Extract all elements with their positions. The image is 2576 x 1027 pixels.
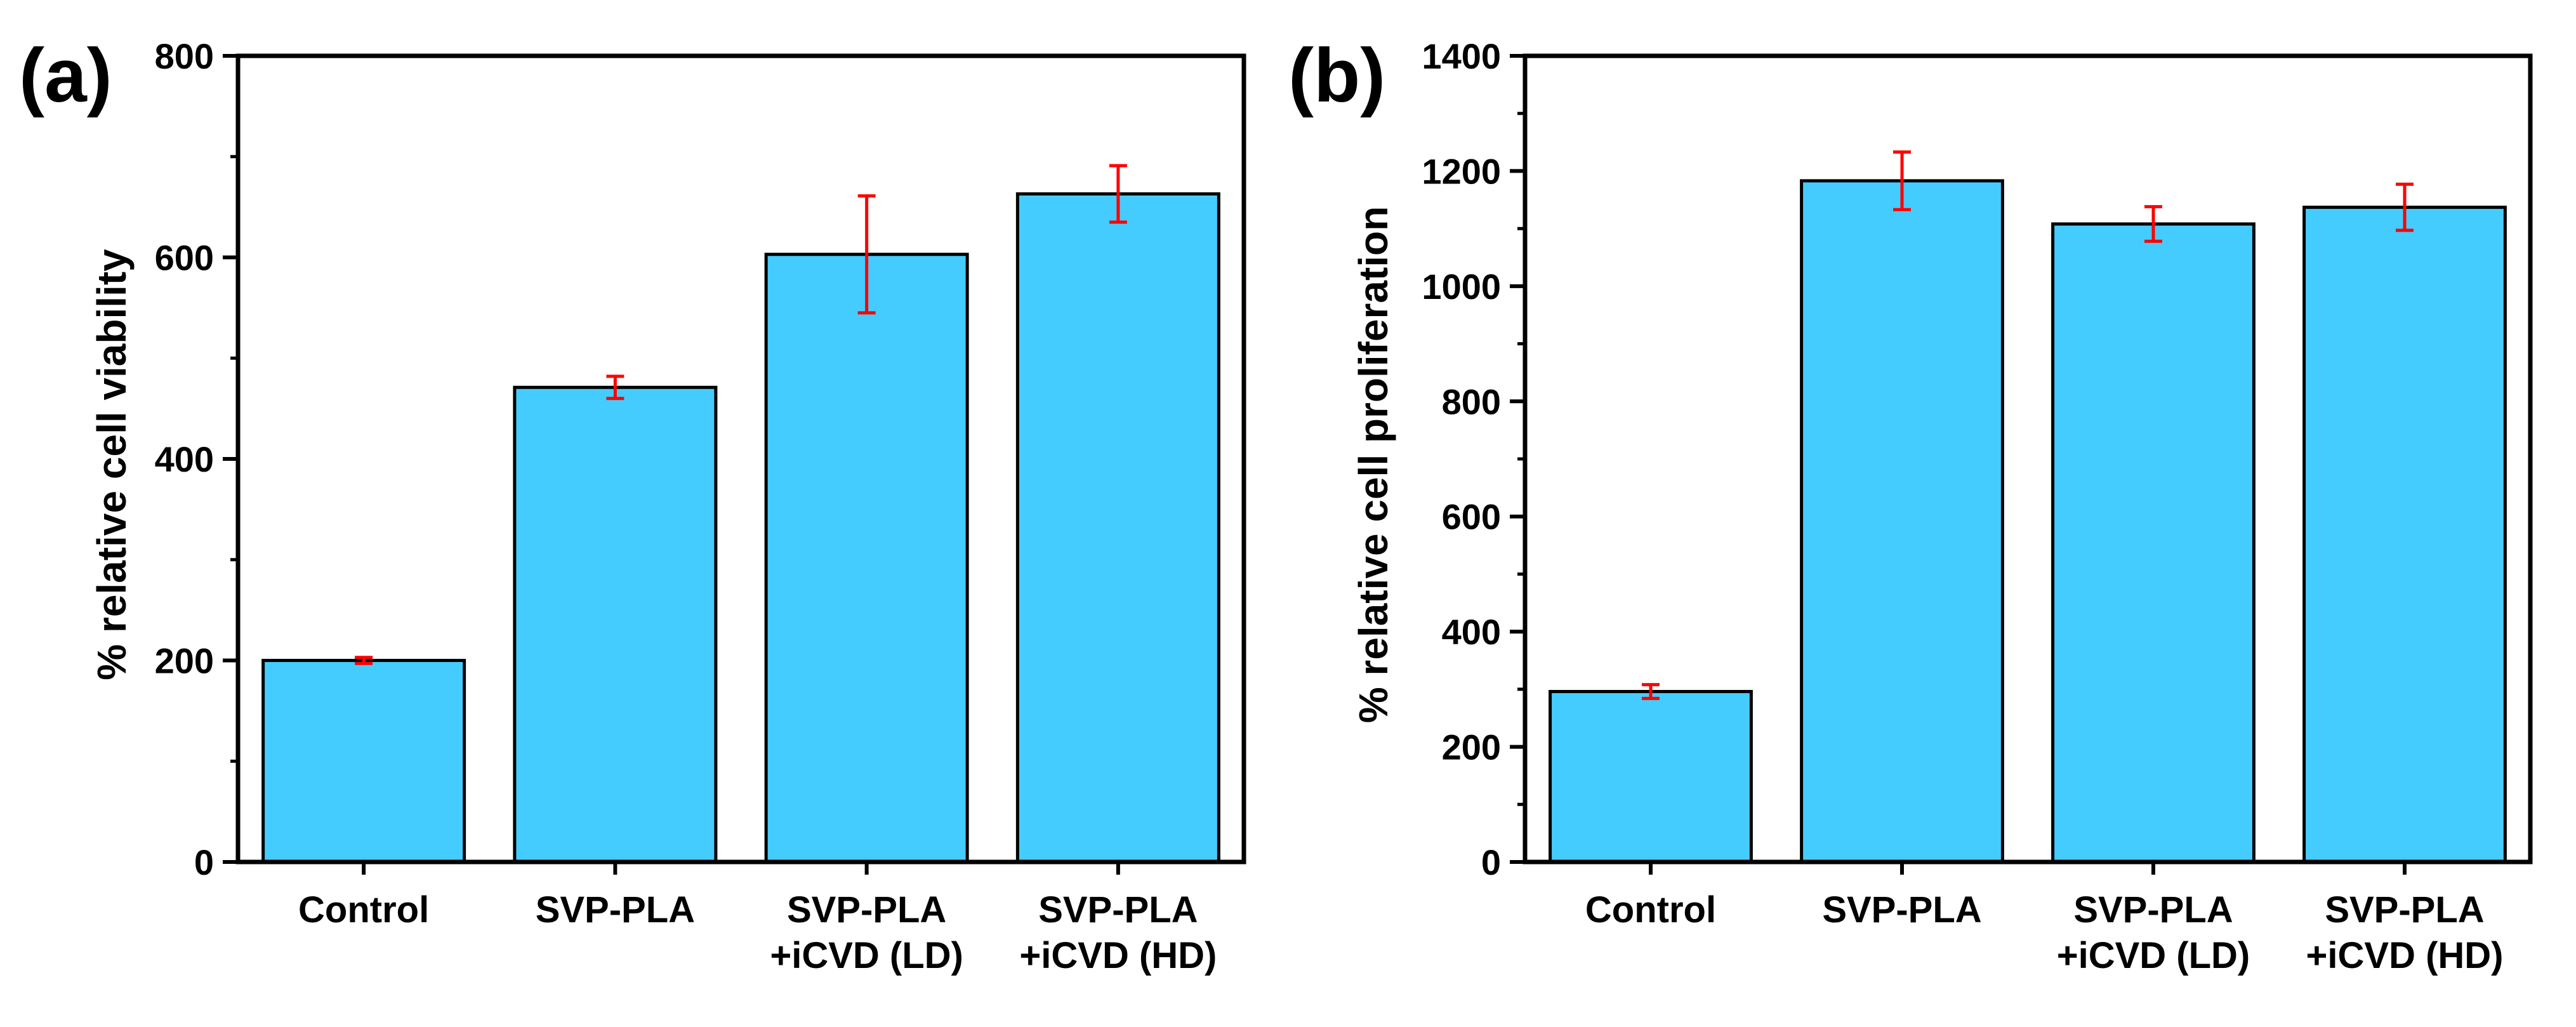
error-bar-a-2: [857, 194, 876, 315]
error-bar-a-3: [1109, 164, 1127, 224]
bar-a-1: [513, 385, 718, 864]
bar-a-0: [261, 659, 466, 864]
panel-b-cell-proliferation-chart: (b) % relative cell proliferation 0 200 40…: [1288, 33, 2533, 976]
y-axis-title-a: % relative cell viability: [89, 249, 135, 680]
error-bar-a-0: [355, 656, 373, 665]
error-bar-b-3: [2396, 182, 2414, 232]
bar-b-3: [2302, 206, 2507, 864]
bar-b-0: [1549, 689, 1753, 864]
x-category-label-b-3-line-1: +iCVD (HD): [2306, 935, 2504, 976]
y-tick-label-a-1: 200: [155, 641, 214, 681]
y-tick-label-b-5: 1000: [1422, 267, 1501, 307]
panel-label-a: (a): [19, 33, 112, 118]
x-category-label-b-3-line-0: SVP-PLA: [2325, 889, 2484, 931]
y-tick-label-b-2: 400: [1442, 612, 1501, 652]
bar-a-3: [1015, 192, 1220, 864]
x-category-label-a-1: SVP-PLA: [536, 889, 695, 931]
bar-b-2: [2051, 222, 2256, 864]
y-tick-label-a-0: 0: [194, 842, 214, 882]
y-tick-label-a-3: 600: [155, 238, 214, 278]
y-tick-label-b-7: 1400: [1422, 36, 1501, 76]
y-tick-label-b-6: 1200: [1422, 151, 1501, 191]
x-category-label-a-2-line-0: SVP-PLA: [787, 889, 946, 931]
y-tick-label-a-4: 800: [155, 36, 214, 76]
y-tick-label-b-3: 600: [1442, 497, 1501, 537]
x-category-label-a-3-line-0: SVP-PLA: [1038, 889, 1198, 931]
x-category-label-b-2-line-1: +iCVD (LD): [2057, 935, 2250, 976]
y-axis-title-b: % relative cell proliferation: [1351, 206, 1396, 724]
error-bar-b-1: [1893, 150, 1911, 211]
x-category-label-b-2-line-0: SVP-PLA: [2073, 889, 2233, 931]
y-tick-label-b-4: 800: [1442, 381, 1501, 421]
bar-a-2: [764, 253, 969, 864]
y-tick-label-b-0: 0: [1481, 842, 1501, 882]
error-bar-a-1: [606, 374, 624, 401]
x-category-label-a-2-line-1: +iCVD (LD): [770, 935, 963, 976]
panel-a-cell-viability-chart: (a) % relative cell viability 0 200 400 600…: [19, 33, 1246, 976]
x-category-label-a-0: Control: [298, 889, 429, 931]
error-bar-b-0: [1642, 683, 1660, 700]
y-tick-label-a-2: 400: [155, 439, 214, 479]
y-tick-label-b-1: 200: [1442, 727, 1501, 767]
x-category-label-b-0: Control: [1585, 889, 1716, 931]
panel-label-b: (b): [1288, 33, 1385, 118]
x-category-label-a-3-line-1: +iCVD (HD): [1019, 935, 1217, 976]
error-bar-b-2: [2144, 205, 2162, 243]
x-category-label-b-1: SVP-PLA: [1822, 889, 1981, 931]
bar-b-1: [1800, 179, 2004, 864]
